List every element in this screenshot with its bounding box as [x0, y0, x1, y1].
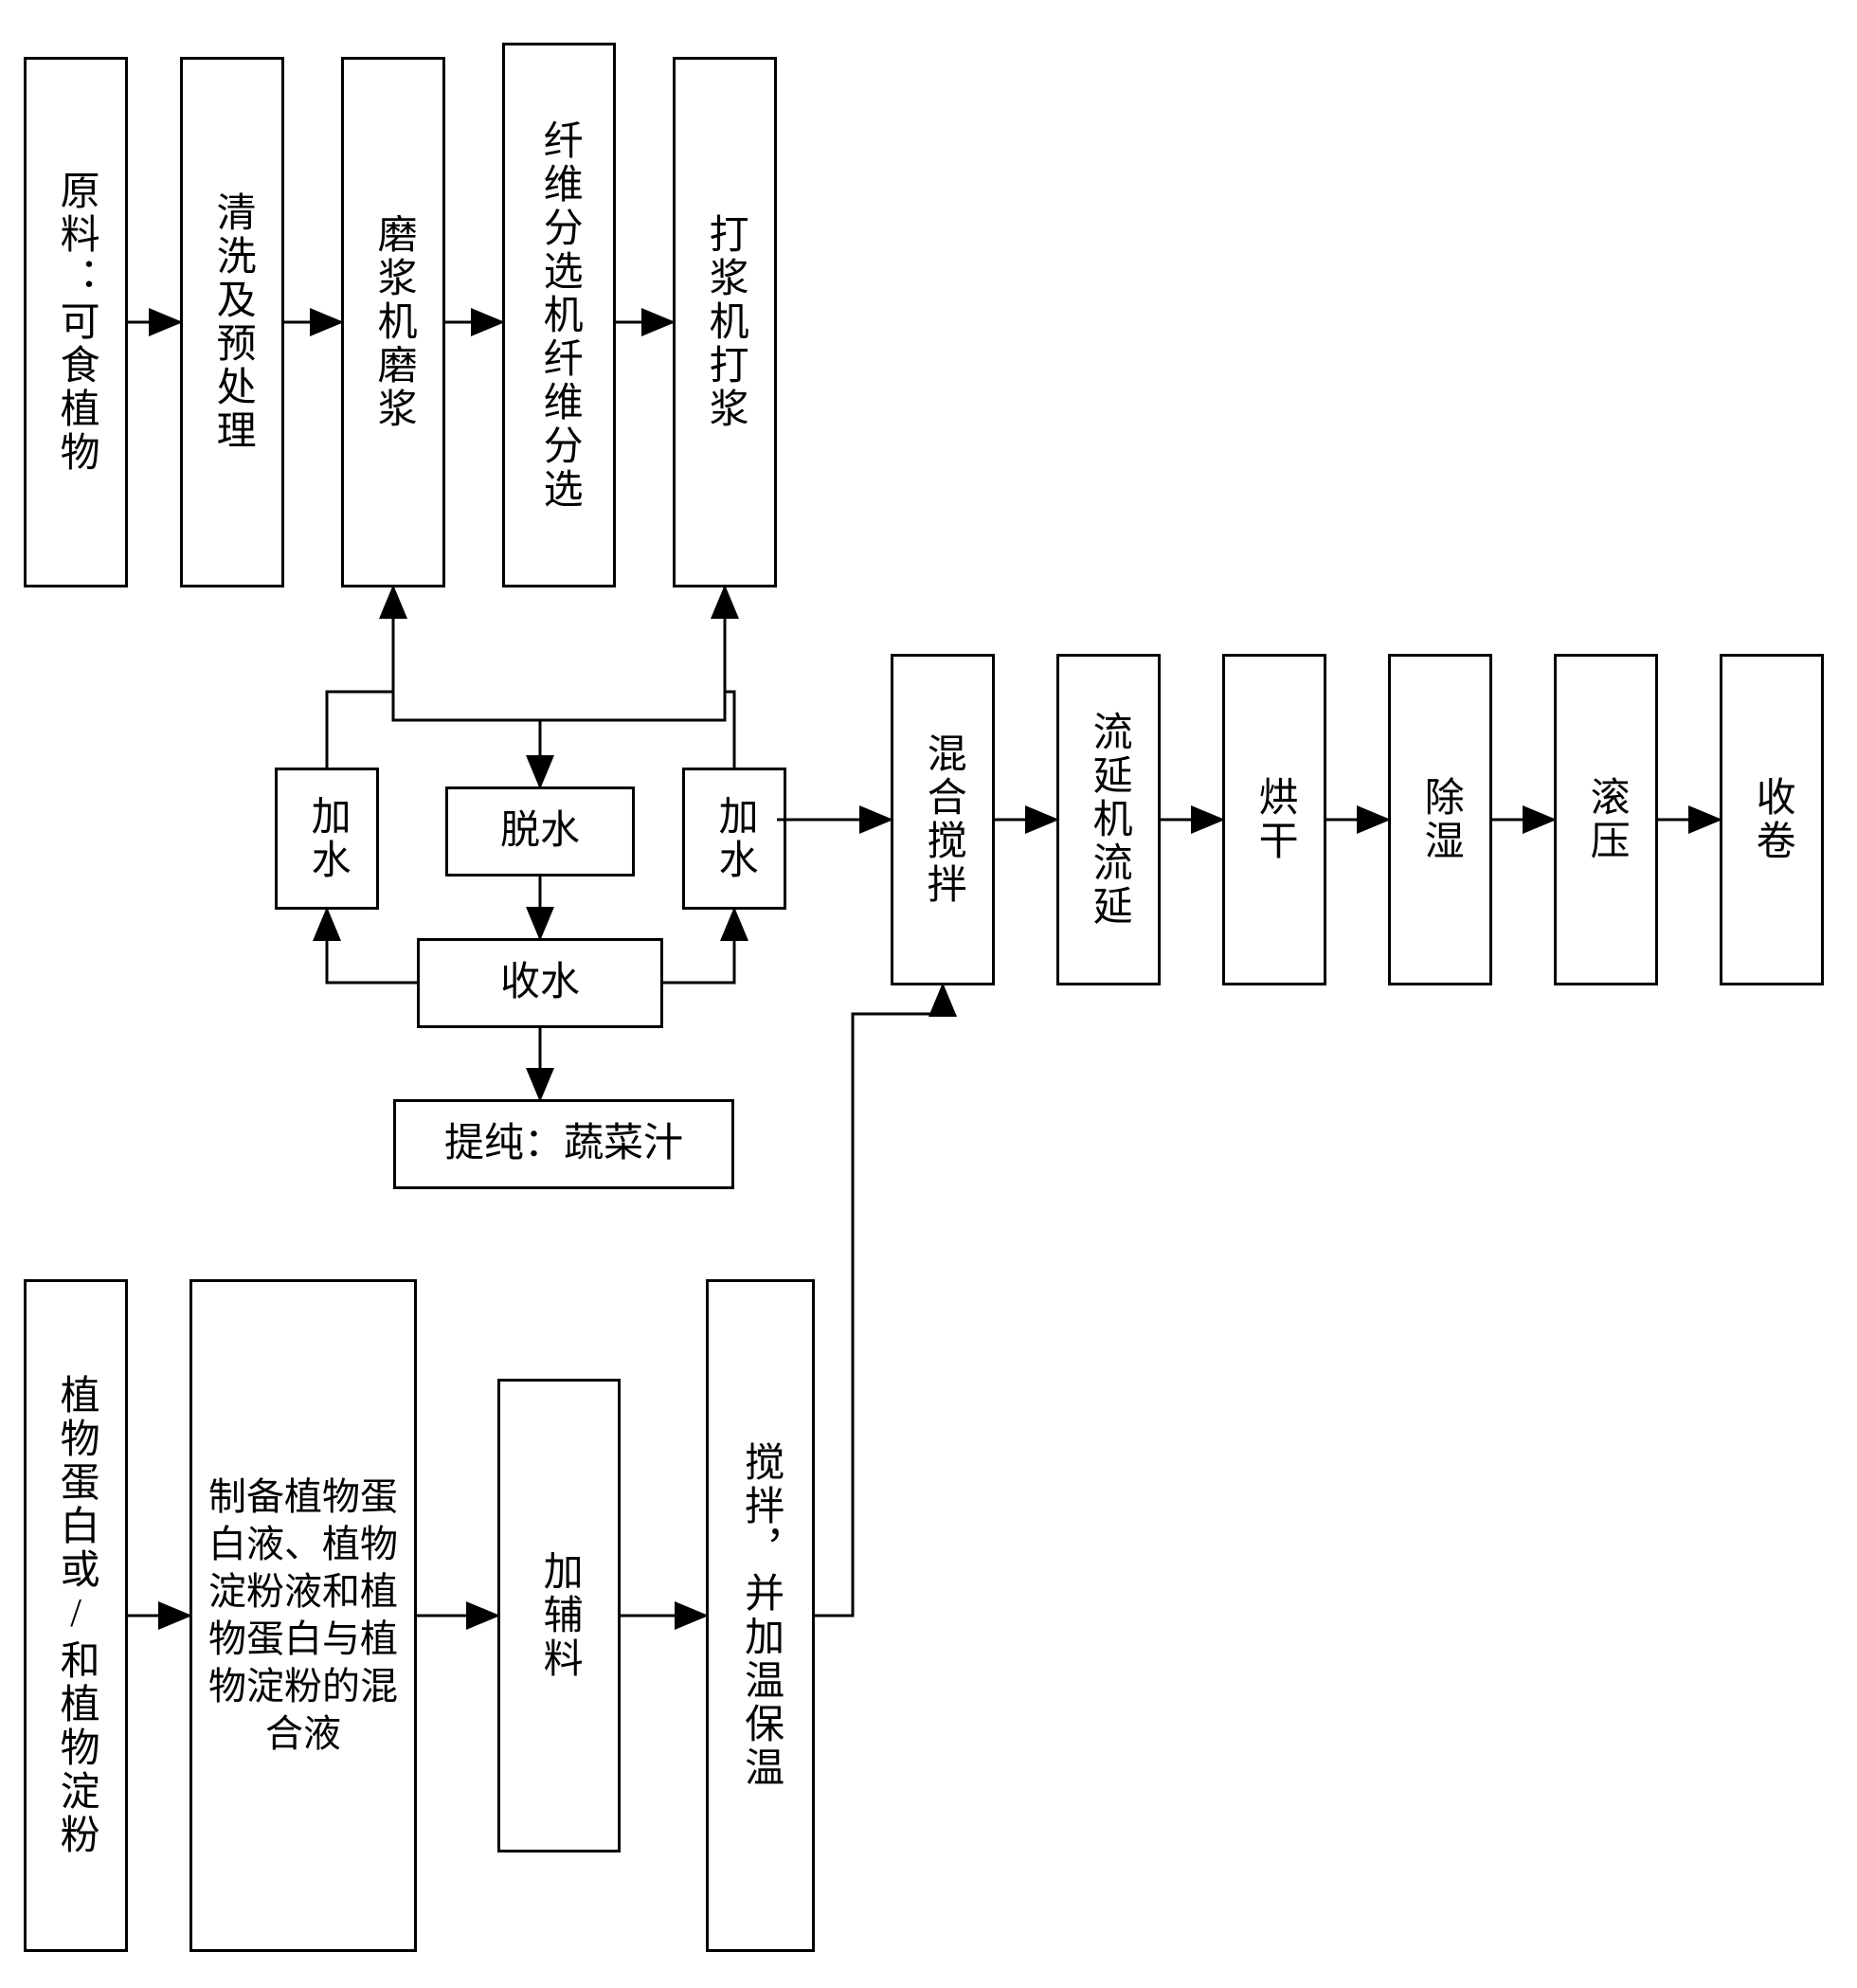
- label: 流延机流延: [1086, 711, 1131, 929]
- label: 加辅料: [536, 1550, 582, 1681]
- label: 收卷: [1749, 776, 1794, 863]
- label: 收水: [500, 960, 580, 1005]
- node-prepare-liquid: 制备植物蛋白液、植物淀粉液和植物蛋白与植物淀粉的混合液: [189, 1279, 417, 1952]
- label: 脱水: [500, 808, 580, 854]
- node-rolling: 滚压: [1554, 654, 1658, 985]
- label: 磨浆机磨浆: [370, 213, 416, 431]
- node-drying: 烘干: [1222, 654, 1326, 985]
- node-mix-stir: 混合搅拌: [891, 654, 995, 985]
- label: 清洗及预处理: [209, 191, 255, 453]
- label: 制备植物蛋白液、植物淀粉液和植物蛋白与植物淀粉的混合液: [200, 1473, 406, 1758]
- label: 植物蛋白或/和植物淀粉: [53, 1374, 99, 1857]
- label: 混合搅拌: [920, 732, 965, 907]
- label: 烘干: [1252, 776, 1297, 863]
- node-raw-material: 原料：可食植物: [24, 57, 128, 587]
- label: 除湿: [1417, 776, 1463, 863]
- label: 原料：可食植物: [53, 170, 99, 475]
- node-dehumidify: 除湿: [1388, 654, 1492, 985]
- label: 滚压: [1583, 776, 1629, 863]
- node-plant-protein-starch: 植物蛋白或/和植物淀粉: [24, 1279, 128, 1952]
- node-add-water-right: 加水: [682, 768, 786, 910]
- node-casting: 流延机流延: [1056, 654, 1161, 985]
- label: 提纯：蔬菜汁: [444, 1121, 683, 1166]
- node-fiber-sort: 纤维分选机纤维分选: [502, 43, 616, 587]
- node-add-water-left: 加水: [275, 768, 379, 910]
- label: 搅拌，并加温保温: [737, 1441, 783, 1790]
- node-collect-water: 收水: [417, 938, 663, 1028]
- label: 纤维分选机纤维分选: [536, 119, 582, 512]
- node-wash-pretreat: 清洗及预处理: [180, 57, 284, 587]
- node-grinding: 磨浆机磨浆: [341, 57, 445, 587]
- node-winding: 收卷: [1720, 654, 1824, 985]
- label: 打浆机打浆: [702, 213, 748, 431]
- label: 加水: [712, 795, 757, 882]
- node-dewater: 脱水: [445, 786, 635, 877]
- node-stir-heat: 搅拌，并加温保温: [706, 1279, 815, 1952]
- label: 加水: [304, 795, 350, 882]
- node-purify-juice: 提纯：蔬菜汁: [393, 1099, 734, 1189]
- node-beating: 打浆机打浆: [673, 57, 777, 587]
- node-add-auxiliary: 加辅料: [497, 1379, 621, 1852]
